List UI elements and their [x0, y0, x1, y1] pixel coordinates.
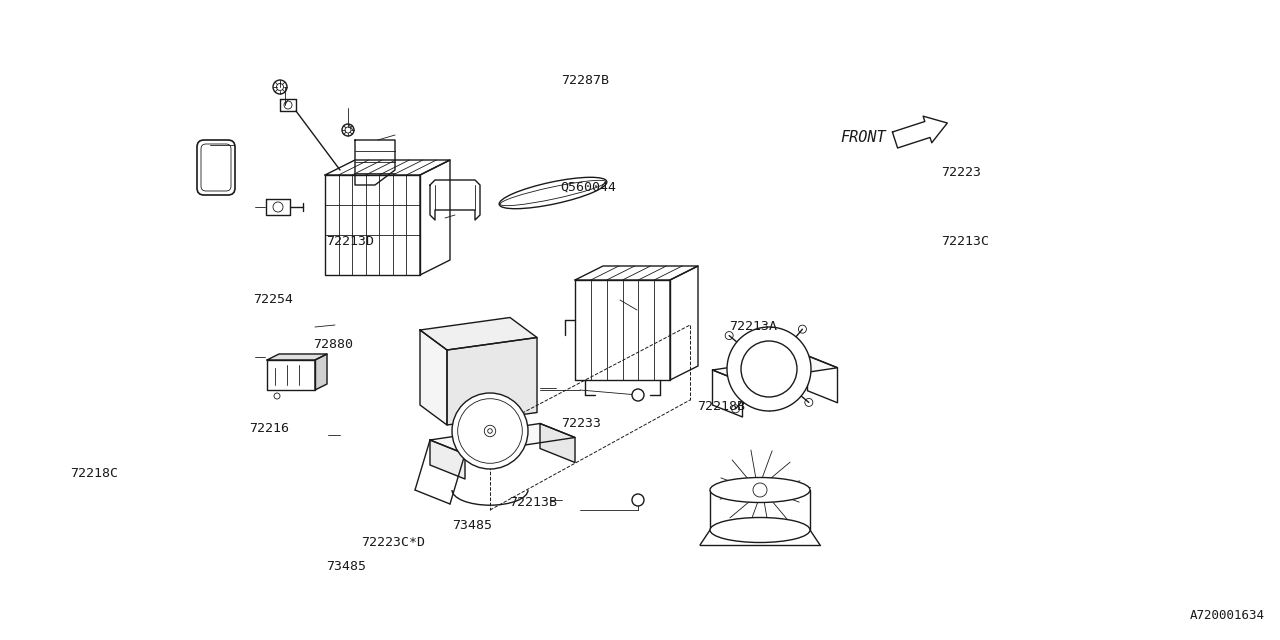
Ellipse shape [710, 518, 810, 543]
Text: 72216: 72216 [250, 422, 289, 435]
Text: 72213C: 72213C [941, 236, 988, 248]
Ellipse shape [499, 177, 607, 209]
Circle shape [753, 483, 767, 497]
Circle shape [727, 327, 812, 411]
Polygon shape [266, 199, 291, 215]
Polygon shape [268, 360, 315, 390]
Text: 72218C: 72218C [70, 467, 119, 480]
Polygon shape [713, 356, 837, 382]
Text: 72233: 72233 [561, 417, 600, 430]
Ellipse shape [710, 477, 810, 502]
Text: 72254: 72254 [253, 293, 293, 306]
Text: 72223C*D: 72223C*D [361, 536, 425, 549]
Text: 72218B: 72218B [698, 400, 745, 413]
Polygon shape [540, 424, 575, 463]
Polygon shape [280, 99, 296, 111]
Circle shape [452, 393, 529, 469]
Circle shape [632, 494, 644, 506]
Circle shape [741, 341, 797, 397]
Text: A720001634: A720001634 [1190, 609, 1265, 622]
Polygon shape [430, 440, 465, 479]
Polygon shape [430, 180, 480, 220]
Text: 72213A: 72213A [730, 320, 777, 333]
Text: 73485: 73485 [326, 560, 366, 573]
Text: 72223: 72223 [941, 166, 980, 179]
Polygon shape [447, 337, 538, 425]
Text: 73485: 73485 [452, 520, 492, 532]
Text: Q560044: Q560044 [561, 181, 617, 194]
Polygon shape [315, 354, 326, 390]
Polygon shape [420, 330, 447, 425]
Text: 72287B: 72287B [561, 74, 609, 86]
Text: FRONT: FRONT [840, 129, 886, 145]
Circle shape [274, 393, 280, 399]
Polygon shape [420, 317, 538, 350]
Polygon shape [268, 354, 326, 360]
Circle shape [632, 389, 644, 401]
Text: 72213D: 72213D [326, 236, 374, 248]
Text: 72213B: 72213B [509, 496, 558, 509]
Polygon shape [430, 424, 575, 454]
Text: 72880: 72880 [314, 338, 353, 351]
Circle shape [484, 426, 495, 436]
Polygon shape [892, 116, 947, 148]
